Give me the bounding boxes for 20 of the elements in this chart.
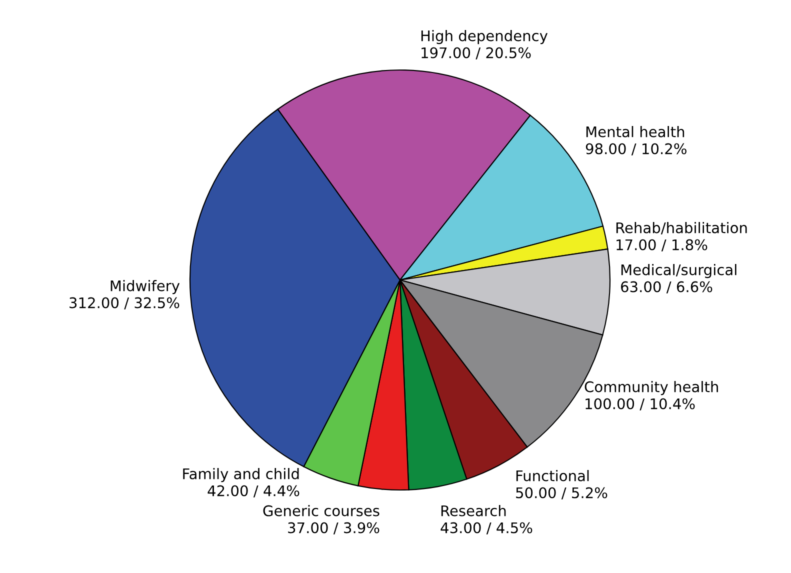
data-label: 312.00 / 32.5% (70, 297, 180, 310)
data-label: 197.00 / 20.5% (422, 47, 531, 60)
data-label: 17.00 / 1.8% (616, 239, 708, 252)
data-label: 43.00 / 4.5% (440, 522, 532, 534)
slice-label: Community health (584, 381, 718, 396)
slice-label: Medical/surgical (621, 264, 736, 278)
slice-label: Mental health (586, 126, 684, 138)
data-label: 98.00 / 10.2% (586, 143, 686, 156)
data-label: 100.00 / 10.4% (586, 398, 695, 410)
slice-label: High dependency (421, 30, 548, 44)
slice-label: Family and child (183, 468, 299, 482)
slice-label: Rehab/habilitation (616, 222, 747, 234)
slice-label: Generic courses (263, 505, 380, 516)
data-label: 37.00 / 3.9% (288, 522, 380, 534)
slice-label: Functional (516, 470, 589, 482)
data-label: 63.00 / 6.6% (621, 281, 712, 294)
slice-label: Research (441, 505, 506, 516)
data-label: 42.00 / 4.4% (208, 485, 300, 498)
data-label: 50.00 / 5.2% (516, 487, 608, 500)
slice-label: Midwifery (110, 280, 180, 294)
